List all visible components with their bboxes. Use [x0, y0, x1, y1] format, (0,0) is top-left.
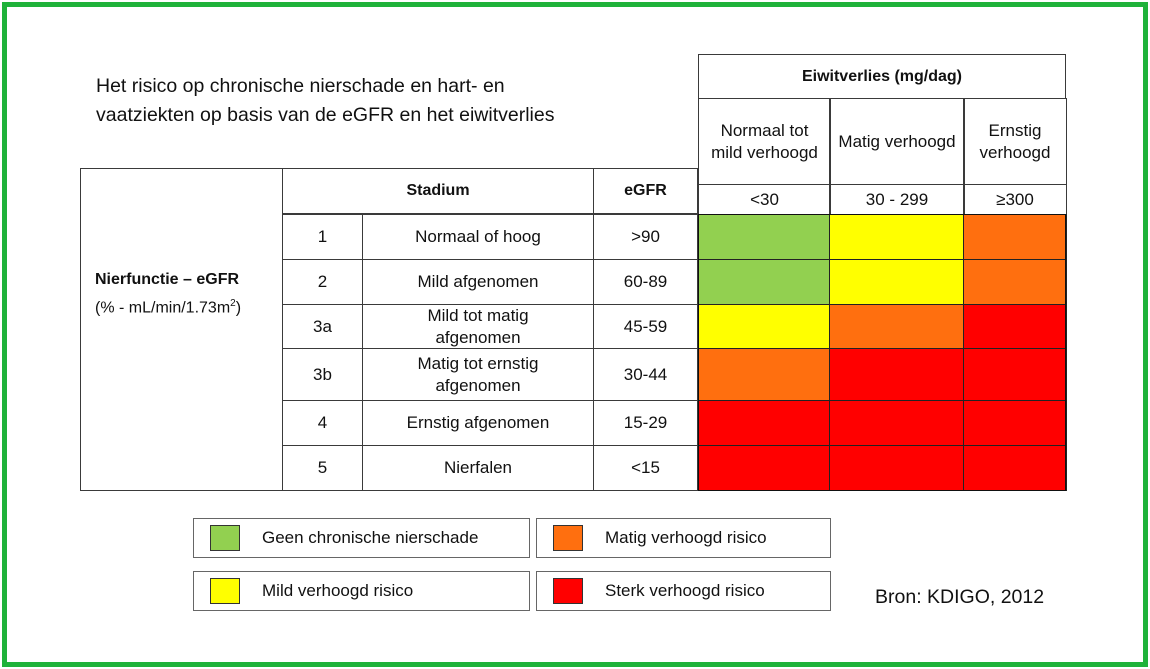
legend-swatch-green — [210, 525, 240, 551]
row-egfr: <15 — [593, 445, 698, 491]
heatmap-cell-red — [963, 400, 1067, 446]
row-egfr: 60-89 — [593, 259, 698, 305]
legend-swatch-yellow — [210, 578, 240, 604]
row-description: Normaal of hoog — [362, 214, 594, 260]
legend-item-yellow: Mild verhoogd risico — [193, 571, 530, 611]
row-stage: 3b — [282, 348, 363, 401]
legend-swatch-red — [553, 578, 583, 604]
legend-item-green: Geen chronische nierschade — [193, 518, 530, 558]
heatmap-cell-orange — [698, 348, 831, 401]
heatmap-cell-red — [829, 348, 965, 401]
row-egfr: 15-29 — [593, 400, 698, 446]
row-description: Ernstig afgenomen — [362, 400, 594, 446]
row-egfr: 45-59 — [593, 304, 698, 349]
heatmap-cell-orange — [963, 259, 1067, 305]
heatmap-cell-orange — [963, 214, 1067, 260]
heatmap-cell-red — [963, 304, 1067, 349]
row-description: Matig tot ernstig afgenomen — [362, 348, 594, 401]
heatmap-cell-yellow — [698, 304, 831, 349]
nierfunctie-unit: (% - mL/min/1.73m2) — [95, 298, 241, 317]
column-header-label: Normaal tot mild verhoogd — [698, 98, 831, 185]
heatmap-cell-orange — [829, 304, 965, 349]
heatmap-cell-green — [698, 214, 831, 260]
legend-item-red: Sterk verhoogd risico — [536, 571, 831, 611]
chart-title: Het risico op chronische nierschade en h… — [96, 72, 555, 130]
column-header-range: <30 — [698, 184, 831, 215]
legend-item-orange: Matig verhoogd risico — [536, 518, 831, 558]
heatmap-cell-green — [698, 259, 831, 305]
heatmap-cell-red — [963, 445, 1067, 491]
heatmap-cell-red — [963, 348, 1067, 401]
heatmap-cell-red — [698, 445, 831, 491]
nierfunctie-unit-sup: 2 — [230, 298, 236, 309]
row-stage: 1 — [282, 214, 363, 260]
column-header-range: 30 - 299 — [829, 184, 965, 215]
row-description: Nierfalen — [362, 445, 594, 491]
heatmap-cell-red — [829, 400, 965, 446]
legend-label-yellow: Mild verhoogd risico — [262, 581, 414, 600]
eiwitverlies-header: Eiwitverlies (mg/dag) — [698, 54, 1066, 99]
nierfunctie-box — [80, 168, 283, 491]
legend-label-orange: Matig verhoogd risico — [605, 528, 767, 547]
title-line-1: Het risico op chronische nierschade en h… — [96, 75, 505, 97]
row-description: Mild tot matig afgenomen — [362, 304, 594, 349]
column-header-label: Ernstig verhoogd — [963, 98, 1067, 185]
column-header-label: Matig verhoogd — [829, 98, 965, 185]
row-stage: 5 — [282, 445, 363, 491]
title-line-2: vaatziekten op basis van de eGFR en het … — [96, 104, 555, 126]
nierfunctie-unit-end: ) — [235, 299, 242, 317]
row-stage: 2 — [282, 259, 363, 305]
heatmap-cell-red — [698, 400, 831, 446]
stadium-header: Stadium — [282, 168, 594, 214]
row-egfr: >90 — [593, 214, 698, 260]
heatmap-cell-yellow — [829, 259, 965, 305]
column-header-range: ≥300 — [963, 184, 1067, 215]
legend-swatch-orange — [553, 525, 583, 551]
nierfunctie-label: Nierfunctie – eGFR — [95, 271, 240, 288]
nierfunctie-unit-text: (% - mL/min/1.73m — [95, 299, 231, 317]
egfr-header: eGFR — [593, 168, 698, 214]
row-egfr: 30-44 — [593, 348, 698, 401]
legend-label-green: Geen chronische nierschade — [262, 528, 479, 547]
heatmap-cell-yellow — [829, 214, 965, 260]
row-stage: 3a — [282, 304, 363, 349]
source-note: Bron: KDIGO, 2012 — [875, 586, 1045, 608]
legend-label-red: Sterk verhoogd risico — [605, 581, 765, 600]
row-description: Mild afgenomen — [362, 259, 594, 305]
row-stage: 4 — [282, 400, 363, 446]
heatmap-cell-red — [829, 445, 965, 491]
